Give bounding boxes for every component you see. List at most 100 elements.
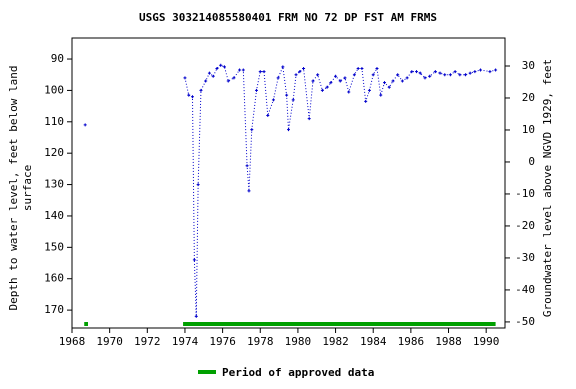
data-point — [196, 183, 200, 187]
data-point — [254, 88, 258, 92]
data-point — [294, 73, 298, 77]
data-point — [428, 74, 432, 78]
data-point — [453, 70, 457, 74]
data-point — [325, 85, 329, 89]
x-tick-label: 1984 — [360, 335, 387, 348]
data-point — [281, 65, 285, 69]
data-point — [458, 73, 462, 77]
data-point — [396, 73, 400, 77]
data-point — [241, 68, 245, 72]
data-point — [194, 314, 198, 318]
y-tick-label: 150 — [44, 240, 64, 253]
data-point — [287, 128, 290, 132]
data-point — [334, 74, 338, 78]
data-point — [307, 117, 311, 121]
data-point — [448, 73, 452, 77]
data-point — [418, 71, 422, 75]
data-point — [391, 79, 395, 83]
data-point — [266, 114, 270, 118]
y-tick-label: 110 — [44, 115, 64, 128]
y2-tick-label: -20 — [515, 219, 535, 232]
y-tick-label: 100 — [44, 83, 64, 96]
data-point — [347, 90, 351, 94]
data-point — [473, 70, 477, 74]
legend-label: Period of approved data — [222, 366, 374, 379]
x-tick-label: 1990 — [473, 335, 500, 348]
data-point — [343, 76, 347, 80]
x-tick-label: 1980 — [285, 335, 312, 348]
data-point — [410, 70, 414, 74]
y2-tick-label: -10 — [515, 187, 535, 200]
data-point — [83, 123, 87, 127]
y2-tick-label: -50 — [515, 315, 535, 328]
legend-swatch — [198, 370, 216, 374]
data-point — [443, 73, 447, 77]
data-point — [364, 99, 368, 103]
data-point — [271, 98, 275, 102]
data-point — [298, 70, 302, 74]
y-axis-label: Depth to water level, feet below land — [7, 65, 20, 310]
data-point — [222, 65, 226, 69]
data-point — [250, 128, 254, 132]
data-point — [245, 164, 249, 168]
data-point — [219, 63, 223, 67]
data-point — [302, 66, 306, 70]
x-tick-label: 1976 — [209, 335, 236, 348]
data-point — [494, 68, 498, 72]
data-point — [215, 66, 219, 70]
x-tick-label: 1988 — [435, 335, 462, 348]
data-point — [438, 71, 442, 75]
data-point — [238, 68, 242, 72]
x-tick-label: 1972 — [134, 335, 161, 348]
data-point — [291, 98, 295, 102]
y-axis-label: surface — [21, 165, 34, 211]
x-tick-label: 1974 — [172, 335, 199, 348]
y-tick-label: 120 — [44, 146, 64, 159]
plot-frame — [71, 37, 506, 329]
x-tick-label: 1970 — [96, 335, 123, 348]
x-tick-label: 1968 — [59, 335, 86, 348]
data-point — [211, 74, 215, 78]
data-point — [479, 68, 483, 72]
y-tick-label: 160 — [44, 272, 64, 285]
approved-period — [84, 322, 89, 326]
data-point — [405, 76, 409, 80]
data-point — [320, 88, 324, 92]
data-point — [387, 85, 391, 89]
data-point — [192, 258, 196, 262]
y2-tick-label: 20 — [522, 91, 535, 104]
data-point — [400, 79, 404, 83]
data-point — [311, 79, 315, 83]
approved-period — [183, 322, 496, 326]
data-point — [360, 66, 364, 70]
y2-tick-label: 0 — [528, 155, 535, 168]
y-tick-label: 140 — [44, 209, 64, 222]
y2-axis-label: Groundwater level above NGVD 1929, feet — [541, 59, 554, 317]
data-point — [423, 76, 427, 80]
data-point — [383, 81, 387, 85]
data-point — [316, 73, 320, 77]
chart-title: USGS 303214085580401 FRM NO 72 DP FST AM… — [139, 11, 437, 24]
data-point — [207, 71, 211, 75]
data-point — [262, 70, 266, 74]
data-point — [247, 189, 251, 193]
data-point — [187, 93, 191, 97]
data-point — [276, 76, 280, 80]
y2-tick-label: 10 — [522, 123, 535, 136]
data-point — [415, 70, 419, 74]
data-point — [226, 79, 230, 83]
x-tick-label: 1986 — [398, 335, 425, 348]
x-tick-label: 1982 — [322, 335, 349, 348]
data-point — [258, 70, 262, 74]
y2-tick-label: -30 — [515, 251, 535, 264]
data-point — [433, 70, 437, 74]
data-line — [184, 64, 496, 317]
y-tick-label: 170 — [44, 303, 64, 316]
data-point — [352, 73, 356, 77]
x-tick-label: 1978 — [247, 335, 274, 348]
data-point — [204, 79, 208, 83]
data-point — [371, 73, 375, 77]
data-point — [356, 66, 360, 70]
data-point — [468, 71, 472, 75]
